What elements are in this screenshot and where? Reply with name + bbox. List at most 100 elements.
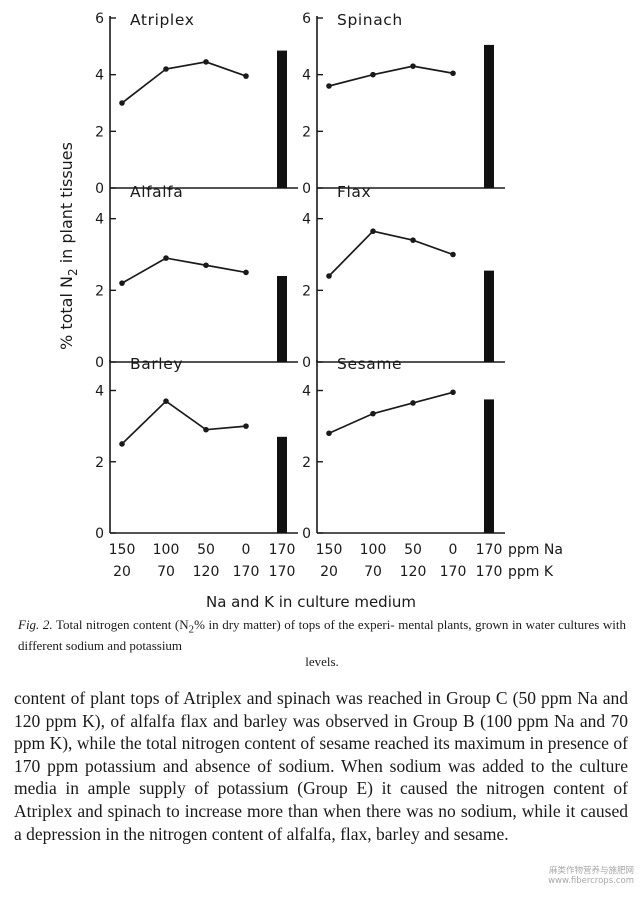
watermark-line-2: www.fibercrops.com [548,876,634,886]
caption-text-1: Total nitrogen content (N [52,617,189,632]
data-point [370,228,376,235]
x-tick-label-k: 20 [320,564,338,580]
figure-number: Fig. 2. [18,617,53,632]
panel-alfalfa: 0 2 4 Alfalfa [95,183,298,371]
y-tick-label: 4 [302,68,311,84]
y-tick-label: 2 [302,455,311,471]
data-point [410,237,416,243]
panel-atriplex: 0 2 4 6 Atriplex [95,11,298,197]
data-point [203,426,209,433]
data-point [326,83,332,89]
x-tick-label-na: 170 [476,542,503,558]
bar-170-170 [277,276,287,362]
x-tick-label-k: 170 [233,564,260,580]
panel-spinach: 0 2 4 6 Spinach [302,11,505,197]
x-tick-label-na: 100 [360,542,387,558]
x-tick-label-na: 50 [197,542,215,558]
data-line [328,391,454,435]
x-tick-label-k: 20 [113,564,131,580]
y-tick-label: 0 [302,355,311,371]
x-tick-label-k: 120 [193,564,220,580]
data-point [450,70,456,77]
y-tick-label: 2 [95,283,104,299]
panel-title: Atriplex [130,11,194,29]
data-point [163,255,169,261]
figure-chart: % total N2 in plant tissues 0 2 4 6 Atriplex… [57,11,563,611]
x-tick-label-k: 170 [440,564,467,580]
x-axis: 150 150 100 100 50 50 0 0 170 170 20 20 70 70 120 120 17… [109,542,563,580]
data-line [328,65,454,87]
data-point [163,66,169,72]
panel-sesame: 0 2 4 Sesame [302,355,505,542]
data-point [243,423,249,429]
data-point [119,100,125,106]
data-point [203,262,209,269]
y-tick-label: 0 [95,526,104,542]
x-tick-label-na: 170 [269,542,296,558]
chart-panels: 0 2 4 6 Atriplex 0 2 4 6 Spinach 0 2 4 Alfalfa 0 2 4 Flax… [95,11,505,542]
y-axis-label: % total N2 in plant tissues [57,142,80,350]
x-tick-label-na: 100 [153,542,180,558]
panel-title: Flax [337,183,371,201]
data-point [450,389,456,396]
x-tick-label-k: 170 [476,564,503,580]
y-tick-label: 0 [302,526,311,542]
panel-title: Spinach [337,11,403,29]
panel-flax: 0 2 4 Flax [302,183,505,371]
figure-caption: Fig. 2. Total nitrogen content (N2% in d… [18,617,626,670]
panel-title: Barley [130,355,183,373]
data-point [410,400,416,406]
data-line [121,61,247,104]
caption-text-2: % in dry matter) of tops of the experi- … [18,617,626,653]
y-tick-label: 2 [95,124,104,140]
data-point [243,73,249,79]
data-point [370,410,376,417]
x-tick-label-k: 70 [157,564,175,580]
panel-barley: 0 2 4 Barley [95,355,298,542]
panel-title: Sesame [337,355,402,373]
y-tick-label: 4 [95,68,104,84]
bar-170-170 [484,399,494,533]
data-point [119,441,125,447]
y-tick-label: 6 [302,11,311,27]
data-line [121,257,247,284]
data-point [370,71,376,78]
y-tick-label: 2 [302,283,311,299]
body-paragraph: content of plant tops of Atriplex and sp… [14,688,628,844]
data-point [450,251,456,258]
bar-170-170 [484,270,494,362]
caption-text-last: levels. [305,653,339,669]
bar-170-170 [277,436,287,533]
y-tick-label: 4 [95,212,104,228]
data-point [163,398,169,404]
x-tick-label-na: 50 [404,542,422,558]
data-point [243,269,249,276]
data-point [119,280,125,286]
y-tick-label: 4 [302,384,311,400]
x-tick-label-k: 120 [400,564,427,580]
y-tick-label: 4 [95,384,104,400]
watermark-line-1: 麻类作物营养与施肥网 [548,866,634,876]
y-tick-label: 6 [95,11,104,27]
x-tick-label-na: 0 [449,542,458,558]
x-axis-title: Na and K in culture medium [206,593,416,611]
bar-170-170 [277,50,287,189]
y-tick-label: 0 [95,355,104,371]
y-tick-label: 4 [302,212,311,228]
k-unit-label: ppm K [508,564,554,580]
y-tick-label: 2 [302,124,311,140]
x-tick-label-na: 0 [242,542,251,558]
data-line [121,400,247,445]
caption-subscript: 2 [188,623,195,636]
y-tick-label: 0 [95,181,104,197]
x-tick-label-na: 150 [316,542,343,558]
x-tick-label-k: 170 [269,564,296,580]
panel-title: Alfalfa [130,183,183,201]
data-point [203,59,209,65]
y-tick-label: 0 [302,181,311,197]
data-point [326,430,332,437]
x-tick-label-na: 150 [109,542,136,558]
data-line [328,230,454,277]
na-unit-label: ppm Na [508,542,563,558]
watermark: 麻类作物营养与施肥网 www.fibercrops.com [514,866,634,886]
